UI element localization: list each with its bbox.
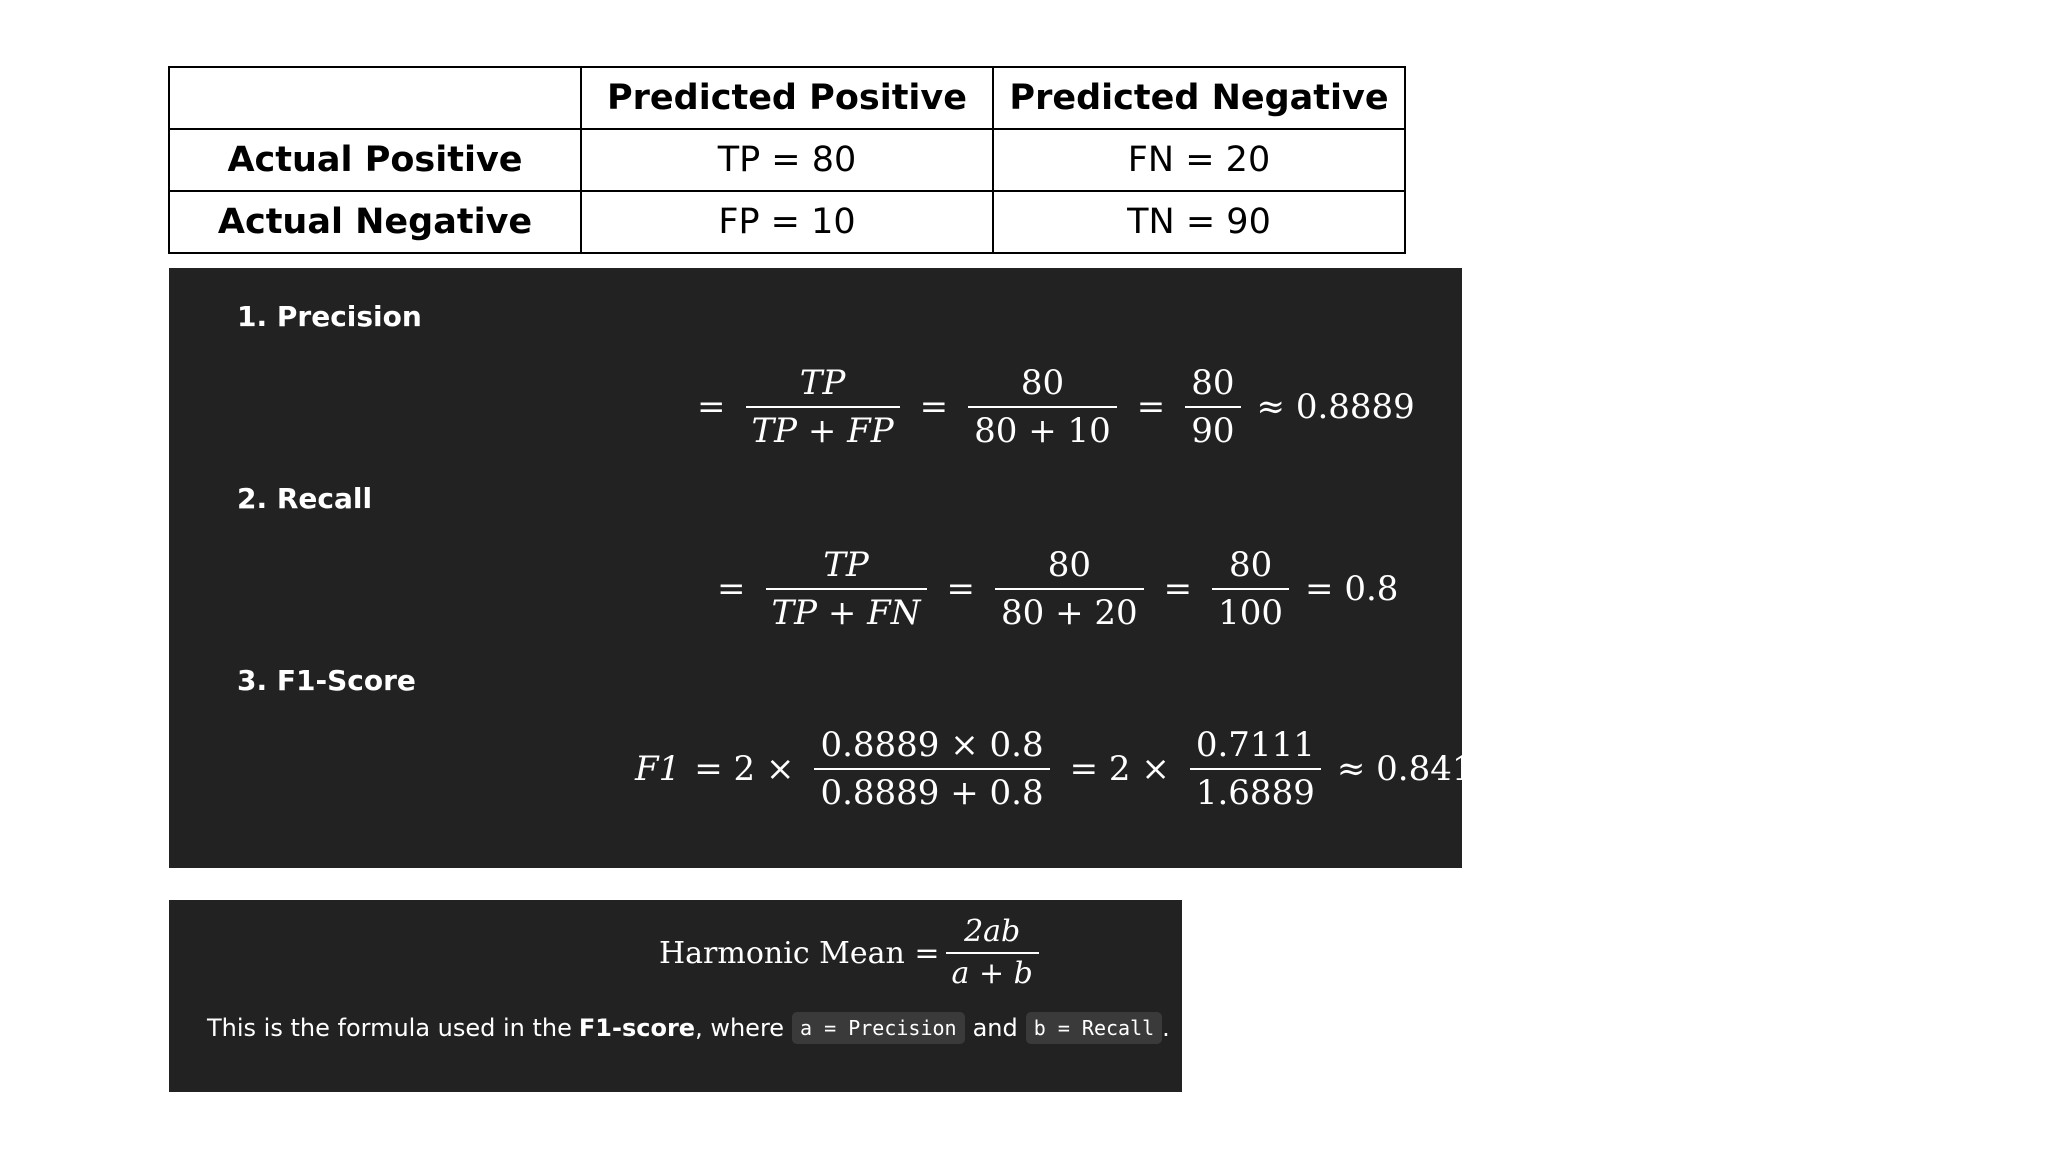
numerator: TP	[823, 545, 869, 585]
numerator: 2ab	[964, 914, 1021, 949]
sentence-mid: , where	[695, 1014, 785, 1042]
harmonic-mean-panel: Harmonic Mean = 2ab a + b This is the fo…	[169, 900, 1182, 1092]
denominator: 90	[1191, 411, 1235, 451]
f1-lhs: F1	[635, 749, 681, 789]
equals-sign: =	[697, 387, 726, 427]
f1-result: ≈ 0.841	[1336, 749, 1474, 789]
denominator: TP + FP	[751, 411, 894, 451]
recall-result: = 0.8	[1305, 569, 1399, 609]
fraction-bar	[968, 406, 1117, 408]
denominator: 0.8889 + 0.8	[820, 773, 1044, 813]
cell-fp: FP = 10	[580, 190, 994, 254]
fraction-product-over-sum: 0.8889 × 0.8 0.8889 + 0.8	[814, 722, 1050, 816]
recall-formula: = TP TP + FN = 80 80 + 20 = 80 100 = 0.8	[703, 542, 1398, 636]
harmonic-mean-lhs: Harmonic Mean =	[659, 935, 940, 971]
recall-heading: 2. Recall	[237, 482, 373, 515]
fraction-bar	[1185, 406, 1241, 408]
equals-sign: =	[919, 387, 949, 427]
f1-heading: 3. F1-Score	[237, 664, 416, 697]
table-header-row: Predicted Positive Predicted Negative	[168, 66, 1406, 130]
fraction-bar	[814, 768, 1050, 770]
numerator: 80	[1020, 363, 1065, 403]
header-predicted-negative: Predicted Negative	[992, 66, 1406, 130]
numerator: 0.8889 × 0.8	[820, 725, 1044, 765]
fraction-bar	[945, 952, 1039, 954]
equals-sign: =	[717, 569, 746, 609]
numerator: 80	[1228, 545, 1273, 585]
fraction-tp-over-tp-fp: TP TP + FP	[745, 360, 900, 454]
equals-sign: =	[1163, 569, 1193, 609]
fraction-2ab-over-a-plus-b: 2ab a + b	[945, 912, 1039, 994]
equals-sign: =	[1136, 387, 1166, 427]
cell-fn: FN = 20	[992, 128, 1406, 192]
code-precision: a = Precision	[792, 1012, 965, 1044]
table-row: Actual Positive TP = 80 FN = 20	[168, 128, 1406, 192]
numerator: TP	[799, 363, 846, 403]
table-row: Actual Negative FP = 10 TN = 90	[168, 190, 1406, 254]
denominator: 80 + 10	[974, 411, 1111, 451]
denominator: 1.6889	[1195, 773, 1315, 813]
numerator: 80	[1191, 363, 1235, 403]
denominator: a + b	[951, 956, 1033, 991]
fraction-simplified: 80 90	[1185, 360, 1241, 454]
sentence-bold-term: F1-score	[578, 1014, 696, 1042]
equals-sign: =	[946, 569, 976, 609]
harmonic-mean-formula: Harmonic Mean = 2ab a + b	[659, 912, 1045, 994]
equals-two-times: = 2 ×	[694, 749, 795, 789]
f1-formula: F1 = 2 × 0.8889 × 0.8 0.8889 + 0.8 = 2 ×…	[635, 722, 1473, 816]
code-recall: b = Recall	[1025, 1012, 1163, 1044]
equals-two-times: = 2 ×	[1069, 749, 1170, 789]
metrics-formula-panel: 1. Precision = TP TP + FP = 80 80 + 10 =…	[169, 268, 1473, 868]
precision-heading: 1. Precision	[237, 300, 422, 333]
row-label-actual-positive: Actual Positive	[168, 128, 582, 192]
numerator: 80	[1047, 545, 1091, 585]
precision-result: ≈ 0.8889	[1256, 387, 1415, 427]
numerator: 0.7111	[1195, 725, 1315, 765]
precision-formula: = TP TP + FP = 80 80 + 10 = 80 90 ≈ 0.88…	[683, 360, 1415, 454]
denominator: TP + FN	[771, 593, 921, 633]
fraction-tp-over-tp-fn: TP TP + FN	[765, 542, 927, 636]
fraction-values: 80 80 + 20	[995, 542, 1144, 636]
denominator: 80 + 20	[1001, 593, 1138, 633]
fraction-bar	[765, 588, 927, 590]
confusion-matrix-table: Predicted Positive Predicted Negative Ac…	[168, 66, 1406, 254]
table-corner-cell	[168, 66, 582, 130]
fraction-bar	[1212, 588, 1290, 590]
denominator: 100	[1218, 593, 1284, 633]
sentence-and: and	[972, 1014, 1018, 1042]
cell-tn: TN = 90	[992, 190, 1406, 254]
harmonic-mean-explanation: This is the formula used in the F1-score…	[207, 1012, 1170, 1044]
fraction-bar	[745, 406, 900, 408]
header-predicted-positive: Predicted Positive	[580, 66, 994, 130]
fraction-bar	[995, 588, 1144, 590]
cell-tp: TP = 80	[580, 128, 994, 192]
sentence-end: .	[1162, 1014, 1170, 1042]
fraction-values: 80 80 + 10	[968, 360, 1117, 454]
fraction-bar	[1189, 768, 1321, 770]
sentence-prefix: This is the formula used in the	[207, 1014, 572, 1042]
row-label-actual-negative: Actual Negative	[168, 190, 582, 254]
fraction-computed: 0.7111 1.6889	[1189, 722, 1321, 816]
fraction-simplified: 80 100	[1212, 542, 1290, 636]
